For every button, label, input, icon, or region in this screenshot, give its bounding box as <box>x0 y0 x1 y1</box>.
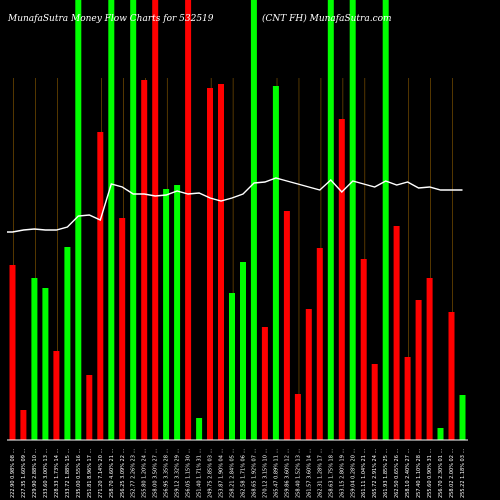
bar-33 <box>360 259 367 440</box>
x-tick-label: 258.70 4.60% 21 ... <box>109 448 115 498</box>
price-line <box>7 177 463 233</box>
x-tick-label: 257.40 1.10% 28 ... <box>416 448 422 498</box>
x-tick-label: 233.60 3.00% 13 ... <box>43 448 49 498</box>
bar-29 <box>316 248 323 440</box>
bar-10 <box>108 0 115 440</box>
bar-30 <box>327 0 334 440</box>
bar-31 <box>338 119 345 440</box>
bar-1 <box>9 265 16 440</box>
bar-5 <box>53 351 60 440</box>
bar-4 <box>42 288 49 440</box>
x-tick-label: 222.90 0.98% 08 ... <box>10 448 16 498</box>
x-tick-label: 259.04 0.28% 20 ... <box>350 448 356 498</box>
x-tick-label: 270.12 3.15% 10 ... <box>262 448 268 498</box>
bar-28 <box>305 309 312 440</box>
x-tick-label: 261.11 1.04% 21 ... <box>361 448 367 498</box>
bar-8 <box>86 375 93 440</box>
x-tick-label: 256.95 3.35% 28 ... <box>164 448 170 498</box>
x-tick-label: 228.33 1.73% 14 ... <box>54 448 60 498</box>
bar-24 <box>261 327 268 440</box>
bar-3 <box>31 278 38 440</box>
x-tick-label: 255.22 1.18% 03 ... <box>460 448 466 498</box>
bar-6 <box>64 247 71 440</box>
x-tick-label: 253.87 1.90% 04 ... <box>219 448 225 498</box>
x-tick-label: 227.35 1.60% 09 ... <box>21 448 27 498</box>
x-tick-label: 263.15 2.80% 19 ... <box>339 448 345 498</box>
x-tick-label: 256.70 2.30% 01 ... <box>438 448 444 498</box>
x-tick-label: 255.80 1.20% 24 ... <box>142 448 148 498</box>
bar-15 <box>163 189 170 440</box>
site-credit: (CNT FH) MunafaSutra.com <box>262 13 392 24</box>
bar-11 <box>119 218 126 440</box>
x-tick-label: 261.93 1.85% 25 ... <box>383 448 389 498</box>
bar-38 <box>415 300 422 440</box>
bar-26 <box>283 211 290 440</box>
x-tick-label: 251.40 1.71% 31 ... <box>197 448 203 498</box>
bar-27 <box>294 394 301 440</box>
bar-34 <box>371 364 378 440</box>
x-tick-label: 258.00 3.50% 27 ... <box>153 448 159 498</box>
bar-13 <box>141 80 148 440</box>
x-tick-label: 256.25 3.09% 22 ... <box>120 448 126 498</box>
x-tick-label: 258.02 2.00% 02 ... <box>449 448 455 498</box>
bar-25 <box>272 86 279 440</box>
bar-9 <box>97 132 104 440</box>
x-tick-label: 265.72 2.91% 24 ... <box>372 448 378 498</box>
bar-19 <box>207 88 213 440</box>
x-tick-label: 249.75 2.85% 03 ... <box>208 448 214 498</box>
x-tick-label: 233.72 1.88% 15 ... <box>65 448 71 498</box>
x-tick-label: 258.63 1.75% 18 ... <box>328 448 334 498</box>
bar-2 <box>20 410 27 440</box>
x-tick-label: 252.77 2.26% 23 ... <box>131 448 137 498</box>
x-tick-label: 265.47 0.89% 11 ... <box>273 448 279 498</box>
x-tick-label: 255.60 0.90% 31 ... <box>427 448 433 498</box>
bar-35 <box>382 0 389 440</box>
x-tick-label: 268.65 1.92% 07 ... <box>252 448 258 498</box>
x-tick-label: 261.57 3.60% 14 ... <box>306 448 312 498</box>
bar-37 <box>404 357 411 440</box>
bar-23 <box>250 0 257 440</box>
bar-40 <box>437 428 444 440</box>
x-tick-labels: 222.90 0.98% 08 ... 227.35 1.60% 09 ... 22… <box>10 448 466 498</box>
x-tick-label: 258.21 2.84% 05 ... <box>230 448 236 498</box>
bars <box>9 0 466 440</box>
bar-36 <box>393 226 400 440</box>
x-tick-label: 259.86 3.60% 12 ... <box>284 448 290 498</box>
bar-21 <box>229 293 235 440</box>
bar-18 <box>196 418 203 440</box>
x-tick-label: 256.05 1.15% 30 ... <box>186 448 192 498</box>
bar-17 <box>185 0 192 440</box>
bar-14 <box>152 0 159 440</box>
bar-20 <box>218 84 224 440</box>
bar-32 <box>349 0 356 440</box>
x-tick-label: 258.10 2.40% 27 ... <box>405 448 411 498</box>
x-tick-label: 271.20 7.14% 20 ... <box>98 448 104 498</box>
x-tick-label: 258.40 1.52% 13 ... <box>295 448 301 498</box>
bar-41 <box>448 312 455 440</box>
x-tick-label: 251.81 8.96% 17 ... <box>87 448 93 498</box>
chart-title: MunafaSutra Money Flow Charts for 532519 <box>7 14 214 24</box>
bar-12 <box>130 0 137 440</box>
bar-42 <box>459 395 466 440</box>
bar-22 <box>240 262 246 440</box>
bar-39 <box>426 278 433 440</box>
x-tick-label: 229.90 2.88% 10 ... <box>32 448 38 498</box>
x-tick-label: 262.50 0.65% 26 ... <box>394 448 400 498</box>
x-tick-label: 262.31 1.28% 17 ... <box>317 448 323 498</box>
bar-7 <box>75 0 82 440</box>
x-tick-label: 259.12 3.32% 29 ... <box>175 448 181 498</box>
x-tick-label: 235.00 0.55% 16 ... <box>76 448 82 498</box>
x-tick-label: 262.58 1.71% 06 ... <box>241 448 247 498</box>
bar-16 <box>174 185 181 440</box>
